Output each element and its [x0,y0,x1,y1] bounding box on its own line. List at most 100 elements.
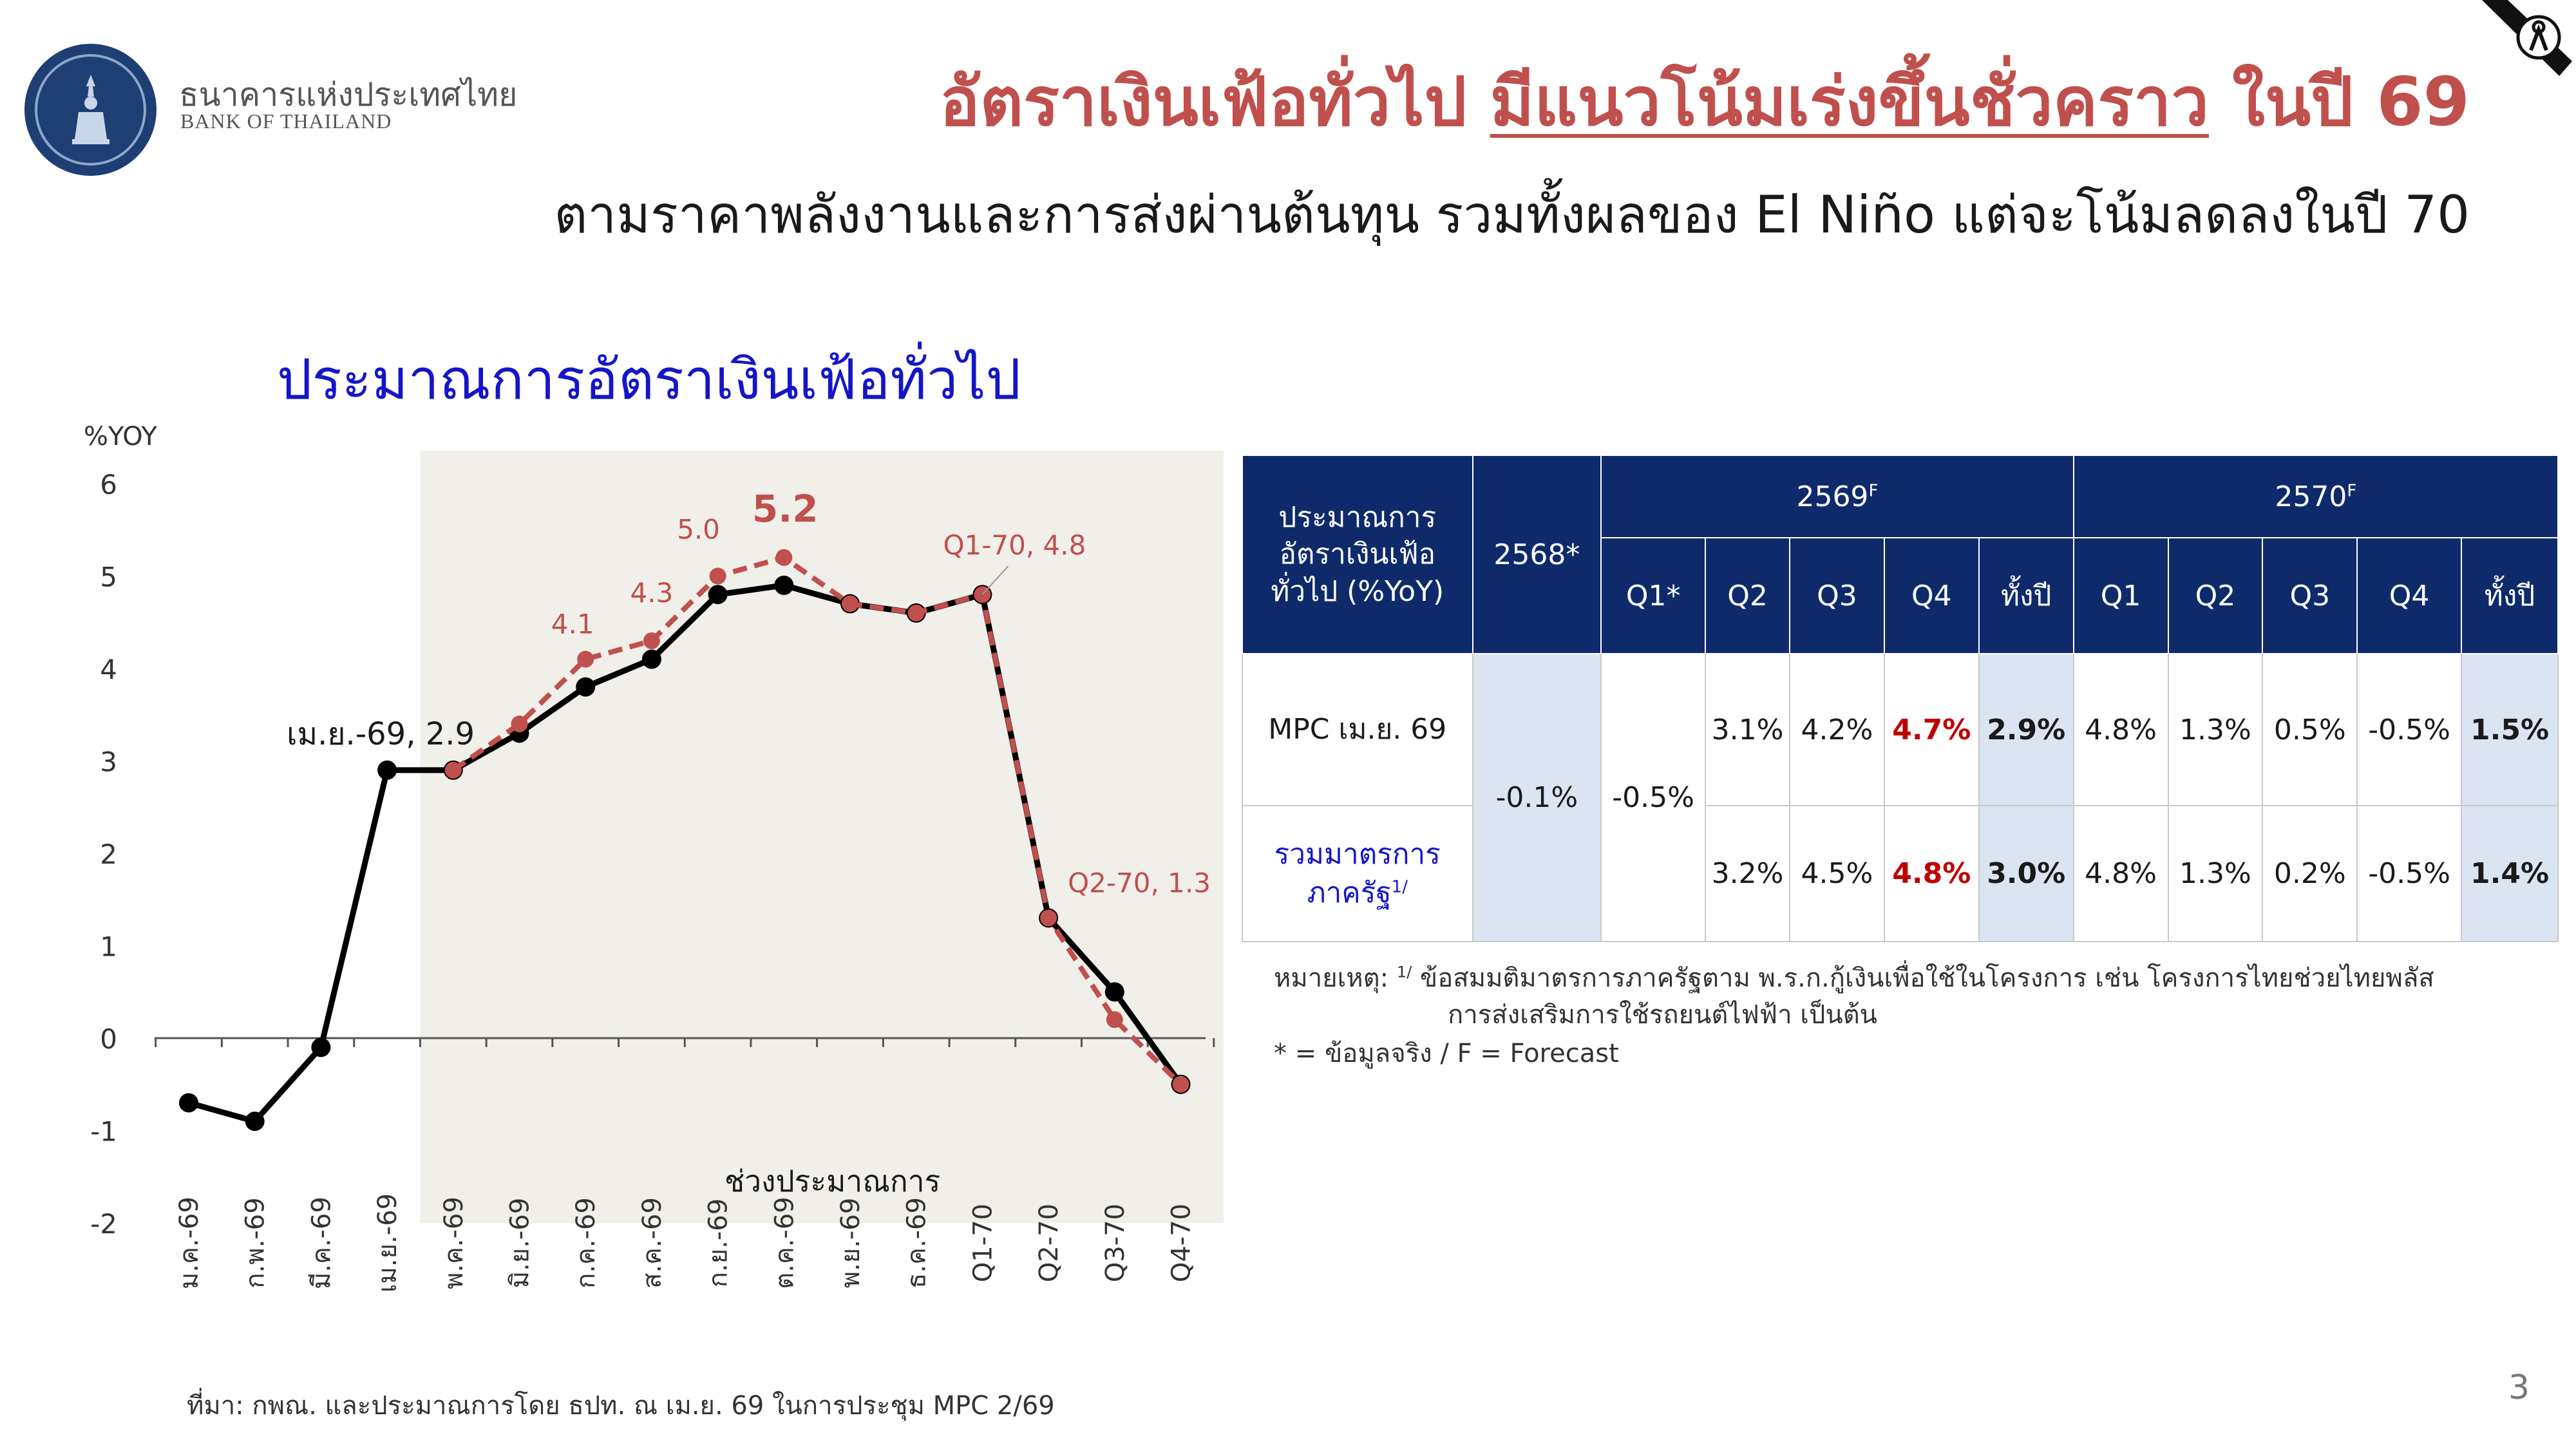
header-2569-year: 2569 [1796,480,1869,513]
y-tick-label: 4 [100,654,117,685]
footnote-line2: การส่งเสริมการใช้รถยนต์ไฟฟ้า เป็นต้น [1448,1000,1878,1030]
row-label-mpc: MPC เม.ย. 69 [1242,653,1473,806]
series-point-measures [1106,1011,1123,1028]
cell-value-highlight: 4.8% [1883,805,1980,942]
x-tick-label: ก.ค.-69 [571,1197,601,1289]
cell-value: 1.3% [2167,653,2264,806]
cell-annual: 2.9% [1978,653,2074,806]
table-subheader-row: Q1* Q2 Q3 Q4 ทั้งปี Q1 Q2 Q3 Q4 ทั้งปี [1242,537,2559,654]
bank-name-thai: ธนาคารแห่งประเทศไทย [179,76,518,113]
forecast-region [420,451,1224,1223]
annotation-leader-line [981,565,1009,595]
subheader-2570-q4: Q4 [2356,537,2463,654]
y-tick-label: 2 [100,838,117,870]
series-point-actual [641,649,661,669]
series-point-actual [245,1112,265,1132]
data-label: 4.1 [551,609,594,640]
x-tick-label: พ.ย.-69 [836,1198,866,1289]
mourning-ribbon-icon [2482,0,2572,76]
bank-logo [24,44,156,176]
subheader-2570-q1: Q1 [2072,537,2169,654]
deity-emblem-icon [72,75,109,144]
table-row: รวมมาตรการ ภาครัฐ1/ 3.2% 4.5% 4.8% 3.0% … [1242,805,2559,942]
cell-value: -0.5% [2356,805,2463,942]
table-row: MPC เม.ย. 69 -0.1% -0.5% 3.1% 4.2% 4.7% … [1242,653,2559,942]
cell-value: 4.5% [1789,805,1885,942]
series-point-actual [311,1037,331,1057]
series-point-measures [444,761,462,779]
x-tick-label: เม.ย.-69 [373,1193,402,1293]
x-tick-label: Q1-70 [968,1204,998,1282]
title-underlined-part: มีแนวโน้มเร่งขึ้นชั่วคราว [1490,62,2209,141]
row-label-sup: 1/ [1391,876,1408,896]
subheader-2570-q3: Q3 [2262,537,2358,654]
slide-subtitle: ตามราคาพลังงานและการส่งผ่านต้นทุน รวมทั้… [554,185,2470,245]
series-point-measures [907,604,925,621]
series-line-measures [451,554,1183,1086]
y-axis-unit-label: %YOY [84,422,157,451]
cell-value: 4.8% [2072,805,2169,942]
x-tick-label: Q4-70 [1167,1204,1197,1282]
subheader-2569-year: ทั้งปี [1978,537,2074,654]
forecast-region-label: ช่วงประมาณการ [724,1164,940,1198]
header-2569-group: 2569F [1600,455,2074,538]
footnote-text: ข้อสมมติมาตรการภาครัฐตาม พ.ร.ก.กู้เงินเพ… [1412,963,2434,993]
series-point-measures [511,715,528,733]
series-point-actual [708,585,728,605]
series-line-actual [187,582,1184,1124]
header-2570-sup: F [2347,480,2357,500]
source-note: ที่มา: กพณ. และประมาณการโดย ธปท. ณ เม.ย.… [187,1391,1055,1421]
series-point-measures [775,549,793,566]
header-2569-sup: F [1868,480,1879,500]
x-tick-label: Q3-70 [1101,1204,1130,1282]
table-corner-header: ประมาณการ อัตราเงินเฟ้อ ทั่วไป (%YoY) [1242,455,1473,654]
x-tick-label: พ.ค.-69 [439,1197,469,1289]
title-part1: อัตราเงินเฟ้อทั่วไป [939,62,1490,141]
cell-2568: -0.1% [1472,653,1602,942]
subheader-2569-q4: Q4 [1883,537,1980,654]
subheader-2569-q1: Q1* [1600,537,1707,654]
page-number: 3 [2508,1368,2530,1407]
row-label-government-measures: รวมมาตรการ ภาครัฐ1/ [1242,805,1473,942]
footnote-legend: * = ข้อมูลจริง / F = Forecast [1274,1039,1619,1068]
cell-value: 3.2% [1705,805,1790,942]
x-tick-label: ส.ค.-69 [638,1197,667,1289]
series-point-measures [842,595,858,612]
subheader-2570-q2: Q2 [2167,537,2264,654]
x-tick-label: ม.ค.-69 [175,1197,204,1289]
y-tick-label: 5 [100,562,117,593]
cell-annual: 1.4% [2461,805,2559,942]
x-tick-label: ก.ย.-69 [704,1198,734,1287]
x-tick-label: ก.พ.-69 [241,1197,270,1288]
series-point-measures [577,650,594,668]
cell-value: 0.2% [2262,805,2358,942]
x-tick-label: ต.ค.-69 [770,1197,799,1289]
x-tick-label: มี.ค.-69 [307,1197,336,1289]
slide-title: อัตราเงินเฟ้อทั่วไป มีแนวโน้มเร่งขึ้นชั่… [940,48,2470,155]
header-2568: 2568* [1472,455,1602,654]
chart-title: ประมาณการอัตราเงินเฟ้อทั่วไป [277,348,1021,412]
data-label: Q1-70, 4.8 [943,529,1086,561]
y-tick-label: 0 [100,1023,117,1055]
series-point-actual [774,575,794,595]
cell-value: -0.5% [2356,653,2463,806]
series-point-actual [377,760,397,780]
cell-value: 4.2% [1789,653,1885,806]
logo-ring [35,54,146,166]
cell-value-highlight: 4.7% [1883,653,1980,806]
header-2570-year: 2570 [2275,480,2347,513]
subheader-2570-year: ทั้งปี [2461,537,2559,654]
series-point-actual [576,677,596,697]
header-2570-group: 2570F [2072,455,2559,538]
data-label: 5.2 [752,487,819,531]
x-tick-label: ธ.ค.-69 [902,1197,932,1289]
series-point-actual [179,1093,198,1113]
series-point-measures [1040,909,1057,927]
subheader-2569-q3: Q3 [1789,537,1885,654]
series-point-actual [1104,982,1124,1002]
subheader-2569-q2: Q2 [1705,537,1790,654]
data-label: Q2-70, 1.3 [1068,867,1211,898]
footnote-line1: หมายเหตุ: 1/ ข้อสมมติมาตรการภาครัฐตาม พ.… [1274,957,2434,998]
x-tick-label: มิ.ย.-69 [506,1198,535,1289]
bank-name-english: BANK OF THAILAND [180,109,392,133]
